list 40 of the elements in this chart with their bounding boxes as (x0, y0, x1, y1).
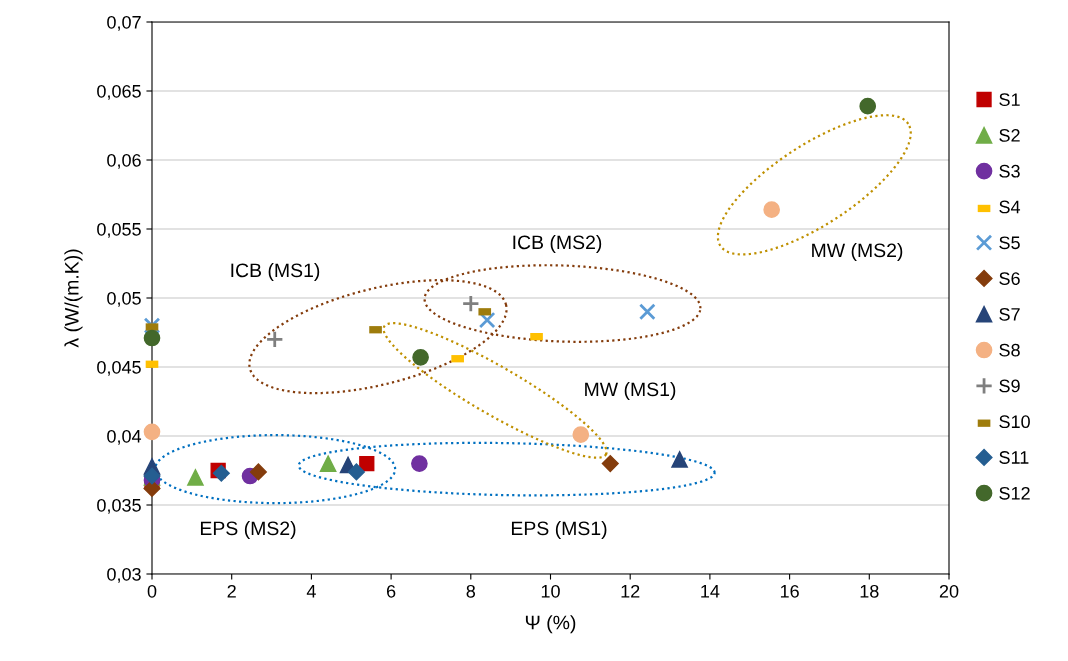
y-tick-label: 0,04 (107, 429, 142, 445)
y-tick-label: 0,07 (107, 15, 141, 31)
annotation: MW (MS1) (585, 381, 676, 401)
y-tick-label: 0,065 (97, 84, 141, 100)
x-tick-label: 0 (147, 584, 157, 598)
x-tick-label: 2 (227, 584, 236, 598)
x-tick-label: 4 (306, 585, 316, 598)
x-tick-label: 12 (621, 584, 640, 598)
annotation: EPS (MS2) (200, 520, 296, 540)
annotation: ICB (MS2) (513, 234, 602, 254)
x-tick-label: 20 (939, 584, 959, 598)
x-tick-label: 10 (541, 584, 560, 598)
y-tick-label: 0,06 (107, 153, 141, 169)
annotation: MW (MS2) (812, 242, 903, 262)
legend-label: S6 (999, 272, 1020, 285)
y-tick-label: 0,055 (97, 222, 141, 238)
legend-label: S12 (999, 486, 1030, 500)
legend-label: S1 (999, 93, 1020, 106)
annotation: EPS (MS1) (511, 520, 607, 540)
x-tick-label: 6 (387, 584, 396, 598)
legend-label: S5 (999, 236, 1020, 250)
x-tick-label: 8 (466, 584, 476, 598)
legend-label: S4 (999, 200, 1021, 214)
x-axis-title: Ψ (%) (525, 615, 576, 634)
legend-label: S8 (999, 343, 1020, 357)
legend-label: S9 (999, 379, 1020, 393)
x-tick-label: 16 (780, 584, 799, 598)
legend-label: S7 (999, 307, 1020, 321)
legend-label: S2 (999, 129, 1020, 142)
annotation: ICB (MS1) (231, 262, 320, 282)
y-tick-label: 0,05 (107, 291, 141, 307)
x-tick-label: 18 (860, 584, 879, 598)
legend-label: S11 (999, 451, 1029, 464)
y-tick-label: 0,035 (97, 498, 141, 514)
legend-label: S10 (999, 415, 1030, 429)
legend-label: S3 (999, 164, 1020, 178)
y-tick-label: 0,03 (107, 567, 141, 583)
y-axis-title: λ (W/(m.K)) (64, 249, 83, 348)
y-tick-label: 0,045 (97, 360, 141, 376)
x-tick-label: 14 (701, 585, 720, 598)
